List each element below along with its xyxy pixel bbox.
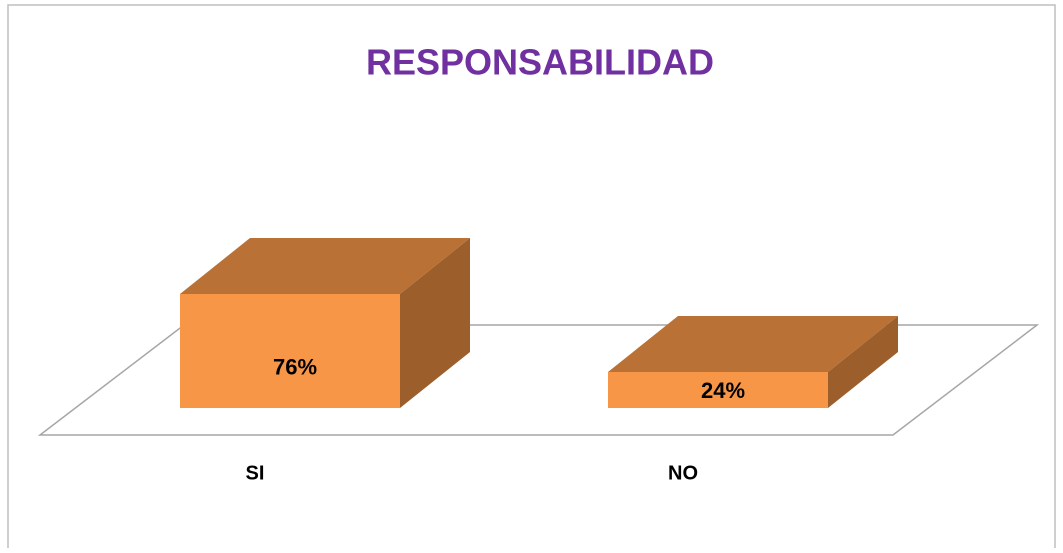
chart-title: RESPONSABILIDAD	[366, 42, 714, 83]
bar-top	[608, 316, 898, 372]
x-tick-label: SI	[246, 462, 265, 484]
bar-top	[180, 238, 470, 294]
value-label: 24%	[701, 378, 745, 403]
bar	[180, 294, 400, 408]
bar-side	[828, 316, 898, 408]
chart-frame	[7, 4, 1056, 553]
bar-side	[400, 238, 470, 408]
bar	[608, 372, 828, 408]
x-tick-label: NO	[668, 462, 698, 484]
value-label: 76%	[273, 355, 317, 380]
